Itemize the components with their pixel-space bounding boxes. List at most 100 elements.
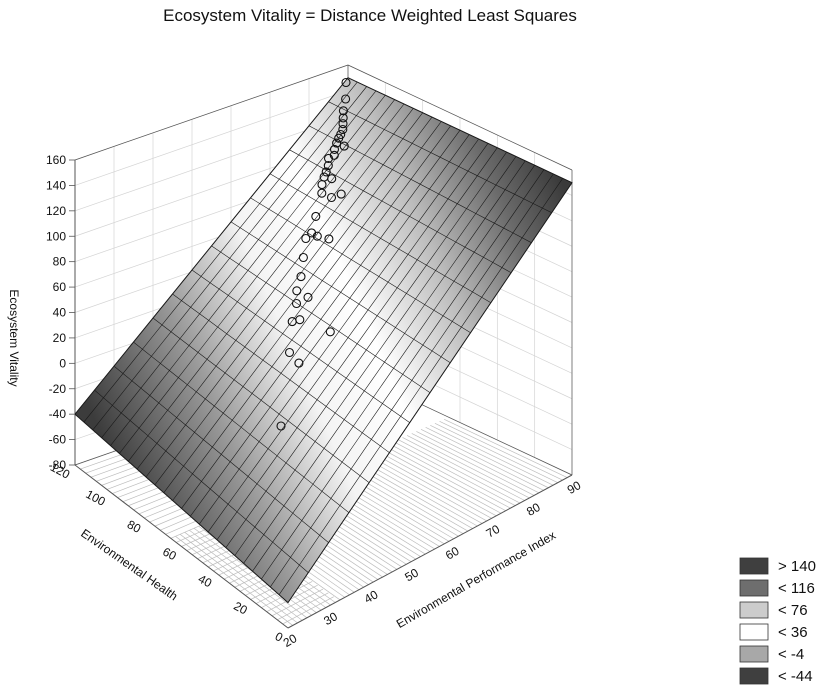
x-tick-label: 90 <box>565 478 584 497</box>
z-tick-label: -40 <box>49 407 67 421</box>
floor-hatch-line <box>379 447 502 514</box>
floor-hatch-line <box>365 453 487 522</box>
data-point <box>329 144 340 154</box>
frame-edge <box>287 474 573 629</box>
mesh-line <box>234 156 517 556</box>
x-tick-label: 70 <box>484 522 503 541</box>
mesh-line <box>243 160 526 564</box>
mesh-line <box>261 169 545 580</box>
z-tick-label: 100 <box>46 229 66 243</box>
data-point <box>312 231 322 241</box>
y-tick-label: 20 <box>231 599 250 618</box>
data-point <box>303 292 313 302</box>
data-point <box>324 234 334 244</box>
mesh-line <box>83 81 358 423</box>
mesh-line <box>119 99 395 454</box>
floor-hatch-line <box>266 584 318 613</box>
floor-hatch-line <box>277 592 329 621</box>
frame-edge <box>74 464 289 629</box>
z-tick-label: 60 <box>53 280 67 294</box>
wall-gridline <box>74 90 349 186</box>
z-tick-label: 160 <box>46 153 66 167</box>
data-point <box>325 327 335 337</box>
y-tick-label: 60 <box>160 545 179 564</box>
floor-hatch-line <box>397 439 521 504</box>
data-point <box>338 113 348 123</box>
data-point <box>284 347 295 358</box>
data-point <box>294 358 304 368</box>
data-point <box>327 174 337 184</box>
mesh-line <box>270 173 554 588</box>
floor-hatch-line <box>393 441 516 506</box>
data-point <box>298 252 308 263</box>
mesh-line <box>207 143 489 533</box>
floor-hatch-line <box>369 451 492 519</box>
z-tick-label: 120 <box>46 204 66 218</box>
floor-hatch-line <box>434 422 558 483</box>
floor-hatch-line <box>374 449 497 517</box>
x-axis-label: Environmental Performance Index <box>394 528 558 631</box>
z-tick-label: 20 <box>53 331 67 345</box>
legend-swatch <box>739 623 769 641</box>
floor-hatch-line <box>411 433 535 496</box>
frame-edge <box>347 64 573 171</box>
mesh-line <box>163 121 442 493</box>
x-tick-label: 40 <box>362 587 381 606</box>
frame-edge <box>74 64 349 161</box>
floor-hatch-line <box>388 443 511 509</box>
z-tick-label: -20 <box>49 382 67 396</box>
y-tick-label: 80 <box>125 517 144 536</box>
mesh-line <box>92 86 367 431</box>
floor-hatch-line <box>282 596 334 625</box>
mesh-line <box>278 178 563 595</box>
mesh-line <box>190 134 470 517</box>
z-tick-label: 40 <box>53 306 67 320</box>
floor-hatch-line <box>439 420 563 481</box>
x-tick-label: 30 <box>321 609 340 628</box>
z-tick-label: -60 <box>49 433 67 447</box>
y-axis-label: Environmental Health <box>78 526 180 603</box>
data-point <box>338 106 348 116</box>
data-point <box>292 286 302 296</box>
z-tick-label: 140 <box>46 178 66 192</box>
legend-swatch <box>739 579 769 597</box>
data-point <box>336 189 346 199</box>
y-tick-label: 100 <box>83 487 108 509</box>
y-tick-label: 40 <box>196 572 215 591</box>
legend-label: < 76 <box>778 602 808 619</box>
mesh-line <box>74 77 349 415</box>
floor-hatch-line <box>271 588 324 617</box>
legend-swatch <box>739 645 769 663</box>
data-point <box>321 167 331 177</box>
legend-label: < 116 <box>778 580 815 597</box>
z-axis-label: Ecosystem Vitality <box>7 289 21 386</box>
legend-swatch <box>739 667 769 685</box>
mesh-line <box>145 112 423 478</box>
floor-hatch-line <box>406 435 530 499</box>
data-point <box>339 141 349 151</box>
data-point <box>296 272 306 282</box>
legend-label: < 36 <box>778 624 808 641</box>
wall-gridline <box>74 115 349 212</box>
surface-mesh <box>74 77 573 604</box>
data-point <box>276 421 286 431</box>
data-point <box>338 119 348 129</box>
floor-hatch-line <box>402 437 525 501</box>
x-tick-label: 60 <box>443 544 462 563</box>
mesh-line <box>216 147 498 540</box>
z-tick-label: 0 <box>59 356 66 370</box>
mesh-line <box>225 151 507 548</box>
floor-hatch-line <box>420 429 544 491</box>
data-point <box>326 192 337 203</box>
x-tick-label: 80 <box>524 500 543 519</box>
mesh-line <box>136 108 414 470</box>
data-point <box>329 150 339 160</box>
mesh-line <box>252 165 535 572</box>
data-point <box>341 94 351 104</box>
legend-label: < -44 <box>778 668 813 685</box>
legend-label: > 140 <box>778 558 816 575</box>
chart-title: Ecosystem Vitality = Distance Weighted L… <box>163 6 577 25</box>
floor-hatch-line <box>430 425 554 486</box>
data-point <box>311 211 321 221</box>
